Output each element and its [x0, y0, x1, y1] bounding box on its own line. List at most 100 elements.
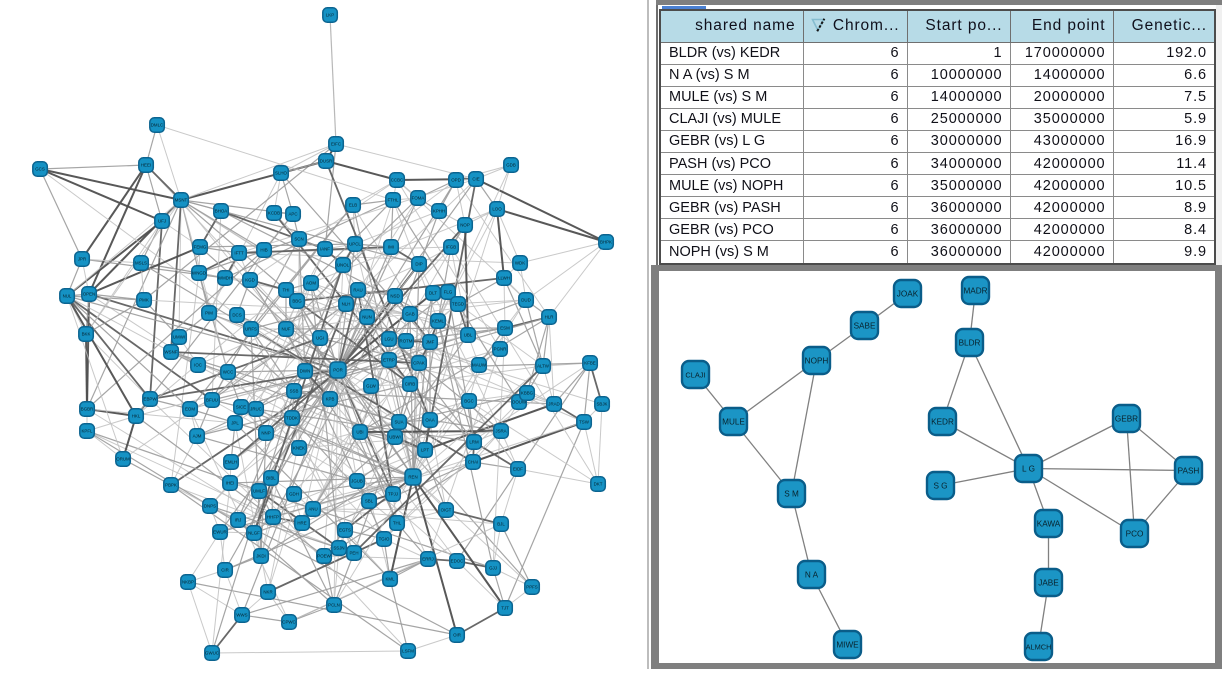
svg-text:SLHO: SLHO [275, 171, 288, 176]
svg-text:PCLN: PCLN [328, 603, 340, 608]
svg-text:UBL: UBL [464, 333, 473, 338]
svg-text:UPCL: UPCL [349, 242, 361, 247]
svg-text:EOM: EOM [185, 407, 195, 412]
svg-text:HKL: HKL [132, 414, 141, 419]
svg-text:WWS: WWS [236, 613, 247, 618]
svg-text:ESM: ESM [500, 326, 510, 331]
svg-text:KNEK: KNEK [293, 446, 305, 451]
svg-text:IANF: IANF [320, 247, 330, 252]
svg-text:CHAI: CHAI [468, 460, 479, 465]
svg-text:KBBG: KBBG [521, 391, 534, 396]
svg-text:UMWI: UMWI [173, 335, 185, 340]
svg-text:BGBR: BGBR [81, 407, 93, 412]
svg-text:OPEN: OPEN [83, 292, 95, 297]
svg-text:ANU: ANU [308, 507, 317, 512]
svg-text:GWUC: GWUC [205, 651, 219, 656]
svg-text:CIE: CIE [472, 177, 479, 182]
svg-text:BHPK: BHPK [600, 240, 612, 245]
svg-text:OIGT: OIGT [441, 508, 452, 513]
svg-text:OAA: OAA [425, 418, 434, 423]
svg-text:EWUR: EWUR [213, 530, 226, 535]
svg-text:LKP: LKP [326, 13, 334, 18]
svg-text:IFTT: IFTT [234, 251, 244, 256]
svg-text:DNPS: DNPS [204, 504, 216, 509]
svg-text:ERRJ: ERRJ [422, 557, 433, 562]
svg-text:LSFM: LSFM [402, 649, 414, 654]
svg-text:BKK: BKK [82, 332, 91, 337]
svg-text:TSW: TSW [579, 420, 590, 425]
svg-text:EIFC: EIFC [331, 142, 341, 147]
svg-text:PCO: PCO [1125, 529, 1143, 538]
svg-text:SUA: SUA [394, 420, 403, 425]
svg-text:UFJ: UFJ [158, 219, 166, 224]
svg-text:TPJJ: TPJJ [388, 492, 398, 497]
svg-text:DWN: DWN [300, 369, 311, 374]
svg-text:UMLF: UMLF [253, 489, 265, 494]
svg-text:UBI: UBI [356, 430, 363, 435]
svg-text:WDK: WDK [515, 261, 525, 266]
svg-text:ALTW: ALTW [537, 364, 550, 369]
svg-text:HIB: HIB [260, 248, 267, 253]
svg-text:FOMA: FOMA [412, 196, 425, 201]
svg-text:JKDI: JKDI [256, 554, 266, 559]
svg-text:WNGD: WNGD [192, 271, 206, 276]
svg-text:EGTS: EGTS [339, 528, 351, 533]
svg-text:IMI: IMI [388, 245, 394, 250]
svg-text:JSRA: JSRA [495, 429, 506, 434]
svg-text:NSD: NSD [390, 294, 399, 299]
svg-text:APC: APC [288, 212, 297, 217]
svg-text:KFBE: KFBE [584, 361, 596, 366]
svg-text:HRE: HRE [297, 521, 306, 526]
svg-text:GDH: GDH [289, 492, 299, 497]
svg-text:OPD: OPD [451, 178, 461, 183]
svg-text:MULE: MULE [722, 417, 745, 426]
svg-text:PIM: PIM [205, 311, 213, 316]
svg-text:SBL: SBL [365, 499, 374, 504]
svg-text:NUF: NUF [281, 327, 290, 332]
svg-text:AOM: AOM [306, 281, 316, 286]
svg-text:TJT: TJT [501, 606, 509, 611]
svg-text:WSNF: WSNF [165, 350, 178, 355]
svg-text:MAUW: MAUW [472, 363, 487, 368]
svg-text:EMLH: EMLH [225, 460, 237, 465]
svg-text:MIWE: MIWE [836, 640, 859, 649]
svg-text:NOPH: NOPH [804, 356, 828, 365]
svg-text:DUSR: DUSR [320, 159, 332, 164]
svg-text:NOP: NOP [460, 223, 470, 228]
svg-text:RAU: RAU [353, 288, 362, 293]
svg-text:PASH: PASH [1177, 466, 1199, 475]
svg-text:UNOL: UNOL [337, 263, 350, 268]
svg-text:CPAK: CPAK [413, 361, 425, 366]
svg-text:THI: THI [282, 288, 289, 293]
svg-text:BJL: BJL [497, 522, 505, 527]
svg-text:L G: L G [1022, 464, 1035, 473]
svg-text:SCN: SCN [294, 237, 303, 242]
svg-text:IRJ: IRJ [235, 518, 242, 523]
svg-text:JPR: JPR [78, 257, 86, 262]
svg-text:LOO: LOO [492, 207, 502, 212]
svg-text:EIDF: EIDF [513, 467, 523, 472]
svg-text:KCDB: KCDB [268, 211, 280, 216]
svg-text:KAWA: KAWA [1036, 519, 1060, 528]
svg-text:LPT: LPT [421, 448, 429, 453]
svg-text:BFUU: BFUU [206, 398, 218, 403]
svg-text:EBPW: EBPW [144, 397, 158, 402]
svg-text:LLWH: LLWH [498, 276, 510, 281]
svg-text:N A: N A [804, 570, 818, 579]
svg-text:BIBL: BIBL [266, 476, 276, 481]
svg-text:WMDH: WMDH [218, 276, 232, 281]
svg-text:DLT: DLT [429, 291, 437, 296]
svg-text:MADR: MADR [963, 286, 987, 295]
svg-text:KPHH: KPHH [433, 209, 445, 214]
svg-text:ROTM: ROTM [400, 339, 413, 344]
svg-text:PMK: PMK [139, 298, 149, 303]
svg-text:CPWC: CPWC [282, 620, 295, 625]
svg-text:S G: S G [933, 481, 947, 490]
svg-text:KPFL: KPFL [82, 429, 94, 434]
svg-text:JOAK: JOAK [896, 289, 918, 298]
svg-text:SICE: SICE [236, 405, 246, 410]
svg-text:DUD: DUD [521, 298, 531, 303]
svg-text:LRM: LRM [469, 440, 479, 445]
svg-text:CCBC: CCBC [391, 178, 403, 183]
svg-text:NKBP: NKBP [182, 580, 194, 585]
